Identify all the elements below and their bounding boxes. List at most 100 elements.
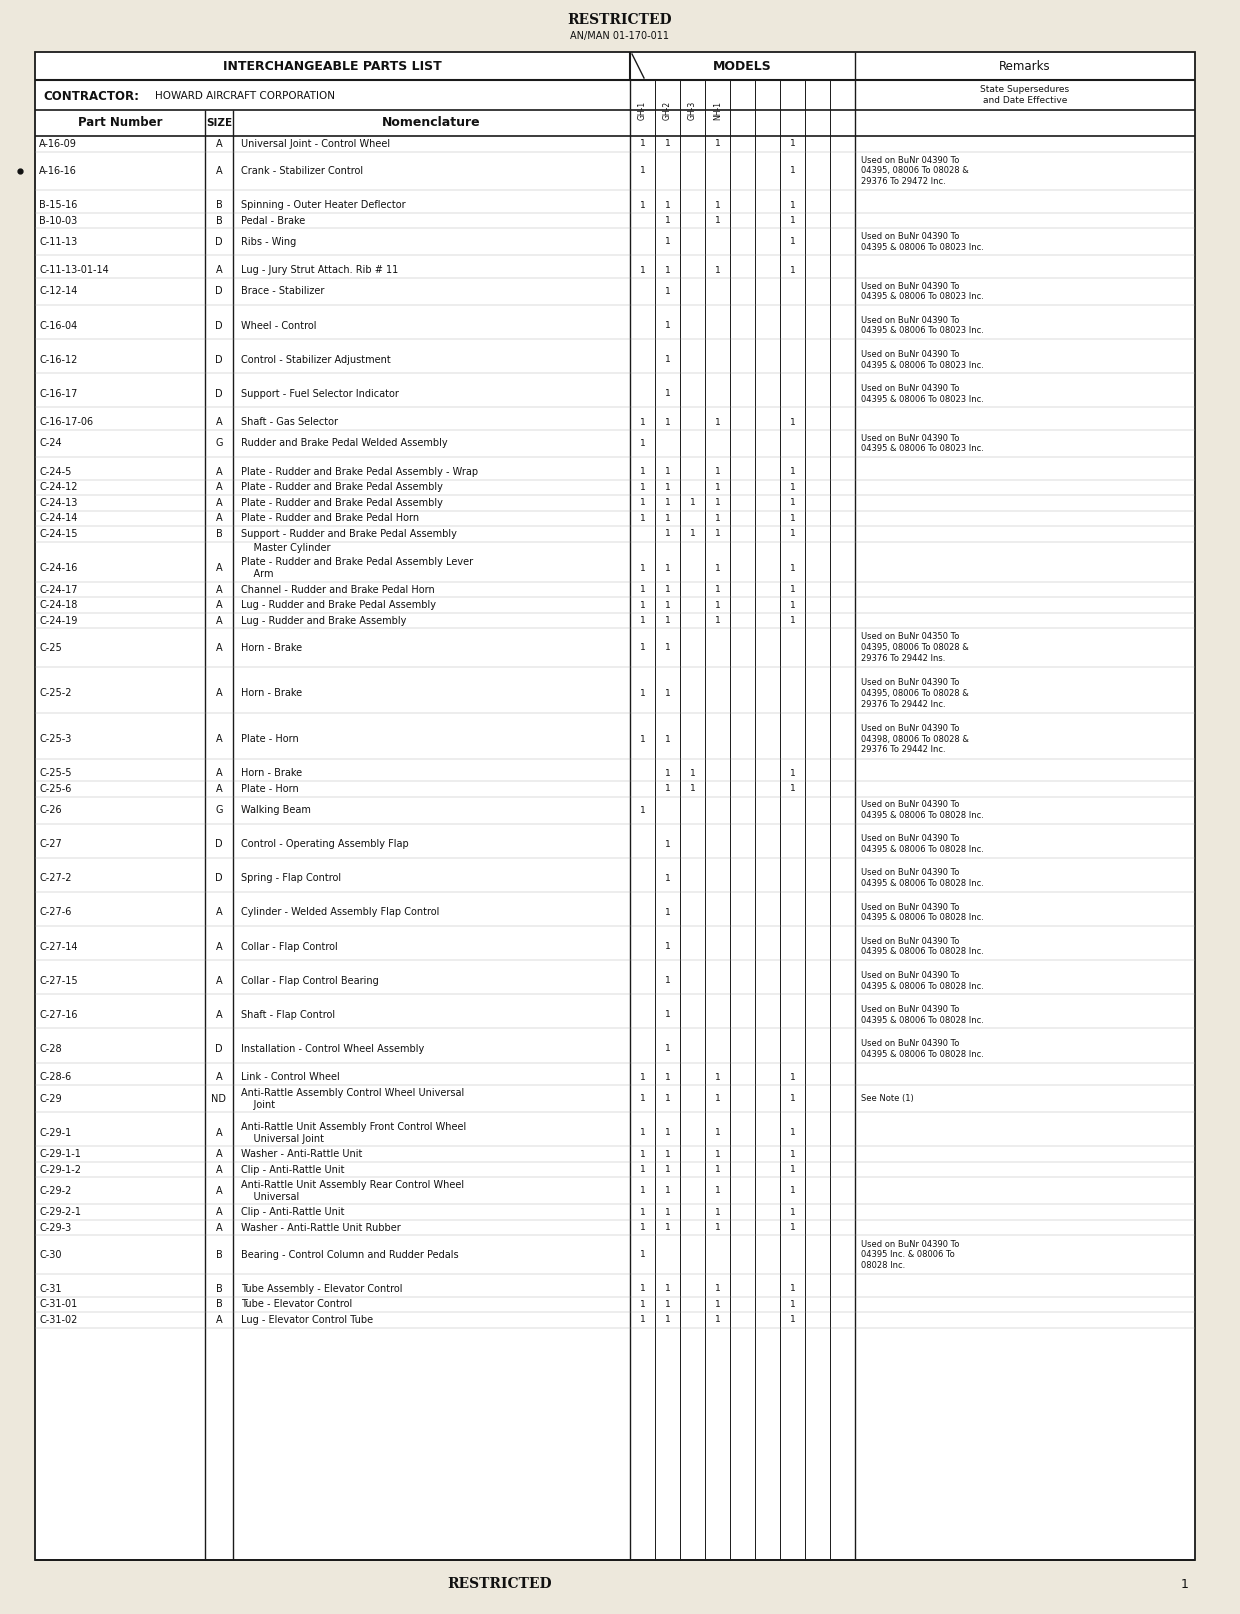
Text: 1: 1 (714, 1128, 720, 1138)
Text: 1: 1 (665, 139, 671, 148)
Text: ND: ND (212, 1094, 227, 1104)
Text: 1: 1 (790, 513, 795, 523)
Text: D: D (216, 286, 223, 297)
Text: Bearing - Control Column and Rudder Pedals: Bearing - Control Column and Rudder Peda… (241, 1249, 459, 1261)
Text: 1: 1 (665, 466, 671, 476)
Text: A: A (216, 976, 222, 986)
Text: C-24-14: C-24-14 (38, 513, 77, 523)
Text: Used on BuNr 04390 To
04395 & 08006 To 08028 Inc.: Used on BuNr 04390 To 04395 & 08006 To 0… (861, 972, 983, 991)
Text: 1: 1 (665, 1315, 671, 1325)
Text: C-26: C-26 (38, 805, 62, 815)
Text: 1: 1 (714, 1073, 720, 1081)
Text: Cylinder - Welded Assembly Flap Control: Cylinder - Welded Assembly Flap Control (241, 907, 439, 917)
Text: D: D (216, 839, 223, 849)
Text: 1: 1 (714, 1315, 720, 1325)
Text: C-11-13-01-14: C-11-13-01-14 (38, 265, 109, 274)
Text: C-27-2: C-27-2 (38, 873, 72, 883)
Text: 1: 1 (665, 418, 671, 426)
Text: C-28: C-28 (38, 1044, 62, 1054)
Text: C-24-5: C-24-5 (38, 466, 72, 476)
Text: 1: 1 (665, 1073, 671, 1081)
Text: 1: 1 (714, 1186, 720, 1196)
Text: 1: 1 (665, 563, 671, 573)
Text: B: B (216, 216, 222, 226)
Text: C-24: C-24 (38, 439, 62, 449)
Text: 1: 1 (790, 563, 795, 573)
Text: Spring - Flap Control: Spring - Flap Control (241, 873, 341, 883)
Text: A: A (216, 768, 222, 778)
Text: Used on BuNr 04390 To
04395, 08006 To 08028 &
29376 To 29472 Inc.: Used on BuNr 04390 To 04395, 08006 To 08… (861, 155, 968, 186)
Text: G: G (216, 805, 223, 815)
Text: 1: 1 (665, 584, 671, 594)
Text: 1: 1 (714, 513, 720, 523)
Text: B-10-03: B-10-03 (38, 216, 77, 226)
Text: 1: 1 (665, 355, 671, 365)
Text: 1: 1 (689, 784, 696, 794)
Text: C-25: C-25 (38, 642, 62, 652)
Text: 1: 1 (640, 805, 645, 815)
Text: 1: 1 (665, 1149, 671, 1159)
Text: Support - Fuel Selector Indicator: Support - Fuel Selector Indicator (241, 389, 399, 399)
Text: C-25-5: C-25-5 (38, 768, 72, 778)
Text: Clip - Anti-Rattle Unit: Clip - Anti-Rattle Unit (241, 1165, 345, 1175)
Text: 1: 1 (714, 200, 720, 210)
Text: Used on BuNr 04390 To
04395 & 08006 To 08028 Inc.: Used on BuNr 04390 To 04395 & 08006 To 0… (861, 868, 983, 888)
Text: D: D (216, 389, 223, 399)
Text: Used on BuNr 04350 To
04395, 08006 To 08028 &
29376 To 29442 Ins.: Used on BuNr 04350 To 04395, 08006 To 08… (861, 633, 968, 663)
Text: A-16-16: A-16-16 (38, 166, 77, 176)
Text: B: B (216, 1299, 222, 1309)
Text: A: A (216, 513, 222, 523)
Text: 1: 1 (714, 563, 720, 573)
Text: 1: 1 (640, 1315, 645, 1325)
Text: Spinning - Outer Heater Deflector: Spinning - Outer Heater Deflector (241, 200, 405, 210)
Text: 1: 1 (790, 1223, 795, 1231)
Text: RESTRICTED: RESTRICTED (448, 1577, 552, 1591)
Text: A: A (216, 466, 222, 476)
Text: Collar - Flap Control Bearing: Collar - Flap Control Bearing (241, 976, 378, 986)
Text: 1: 1 (665, 734, 671, 744)
Text: C-25-2: C-25-2 (38, 689, 72, 699)
Text: 1: 1 (665, 600, 671, 610)
Text: C-24-18: C-24-18 (38, 600, 77, 610)
Text: Tube - Elevator Control: Tube - Elevator Control (241, 1299, 352, 1309)
Text: C-29-3: C-29-3 (38, 1223, 71, 1233)
Text: B: B (216, 1249, 222, 1261)
Text: 1: 1 (665, 839, 671, 849)
Text: Used on BuNr 04390 To
04395 & 08006 To 08028 Inc.: Used on BuNr 04390 To 04395 & 08006 To 0… (861, 902, 983, 922)
Text: See Note (1): See Note (1) (861, 1094, 914, 1102)
Text: Horn - Brake: Horn - Brake (241, 642, 303, 652)
Text: C-30: C-30 (38, 1249, 62, 1261)
Text: 1: 1 (790, 216, 795, 224)
Text: 1: 1 (665, 1094, 671, 1102)
Text: Wheel - Control: Wheel - Control (241, 321, 316, 331)
Text: 1: 1 (665, 216, 671, 224)
Text: Used on BuNr 04390 To
04395, 08006 To 08028 &
29376 To 29442 Inc.: Used on BuNr 04390 To 04395, 08006 To 08… (861, 678, 968, 709)
Text: C-24-16: C-24-16 (38, 563, 77, 573)
Text: C-28-6: C-28-6 (38, 1072, 71, 1083)
Text: 1: 1 (689, 499, 696, 507)
Text: C-29-2-1: C-29-2-1 (38, 1207, 81, 1217)
Text: RESTRICTED: RESTRICTED (568, 13, 672, 27)
Text: Installation - Control Wheel Assembly: Installation - Control Wheel Assembly (241, 1044, 424, 1054)
Text: 1: 1 (665, 1223, 671, 1231)
Text: 1: 1 (640, 689, 645, 697)
Text: GH-3: GH-3 (688, 100, 697, 119)
Text: C-25-3: C-25-3 (38, 734, 72, 744)
Text: 1: 1 (665, 909, 671, 917)
Text: 1: 1 (790, 617, 795, 625)
Text: 1: 1 (640, 1128, 645, 1138)
Text: C-16-12: C-16-12 (38, 355, 77, 365)
Text: 1: 1 (790, 466, 795, 476)
Text: A: A (216, 1149, 222, 1159)
Text: A: A (216, 563, 222, 573)
Text: INTERCHANGEABLE PARTS LIST: INTERCHANGEABLE PARTS LIST (223, 60, 441, 73)
Text: 1: 1 (790, 266, 795, 274)
Text: 1: 1 (790, 418, 795, 426)
Text: Plate - Horn: Plate - Horn (241, 784, 299, 794)
Text: Link - Control Wheel: Link - Control Wheel (241, 1072, 340, 1083)
Text: C-27-6: C-27-6 (38, 907, 72, 917)
Text: 1: 1 (790, 784, 795, 794)
Text: 1: 1 (665, 529, 671, 537)
Text: 1: 1 (790, 1299, 795, 1309)
Text: NH-1: NH-1 (713, 100, 722, 119)
